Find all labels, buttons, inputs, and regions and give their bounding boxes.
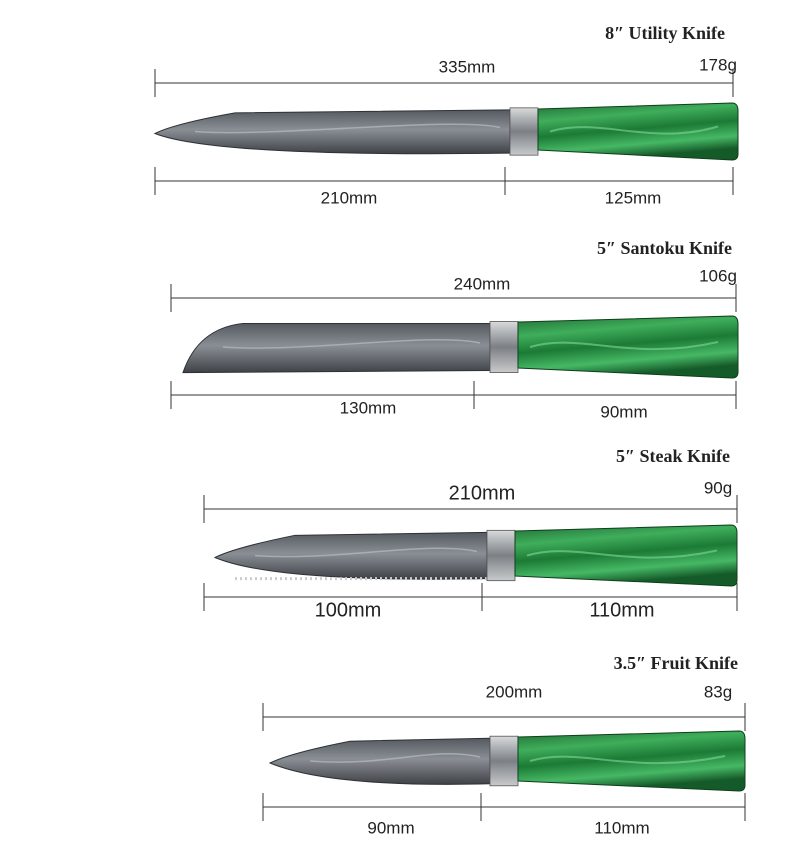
blade-length: 100mm bbox=[315, 599, 382, 621]
knife-title: 5″ Santoku Knife bbox=[597, 238, 732, 258]
handle-length: 110mm bbox=[589, 599, 654, 621]
blade bbox=[182, 322, 491, 374]
blade-pattern bbox=[194, 123, 501, 134]
blade bbox=[268, 737, 491, 785]
blade-pattern bbox=[309, 753, 481, 763]
handle-length: 90mm bbox=[600, 402, 647, 421]
blade bbox=[153, 109, 511, 155]
handle-texture bbox=[526, 549, 718, 559]
total-length: 335mm bbox=[439, 57, 496, 76]
weight: 106g bbox=[699, 266, 737, 285]
blade-length: 130mm bbox=[340, 398, 397, 417]
handle-texture bbox=[529, 755, 726, 765]
bolster bbox=[489, 321, 519, 373]
knife-title: 8″ Utility Knife bbox=[605, 23, 725, 43]
blade-length: 210mm bbox=[321, 188, 378, 207]
blade-length: 90mm bbox=[367, 818, 414, 837]
bolster bbox=[509, 107, 539, 156]
weight: 83g bbox=[704, 682, 732, 701]
handle-length: 125mm bbox=[605, 188, 662, 207]
knife-title: 3.5″ Fruit Knife bbox=[614, 653, 738, 673]
handle-length: 110mm bbox=[594, 818, 649, 837]
handle bbox=[514, 524, 738, 587]
total-length: 200mm bbox=[486, 682, 543, 701]
total-length: 210mm bbox=[449, 482, 516, 504]
handle-texture bbox=[529, 341, 719, 351]
total-length: 240mm bbox=[454, 274, 511, 293]
handle bbox=[517, 730, 746, 792]
bolster bbox=[486, 529, 516, 582]
weight: 178g bbox=[699, 55, 737, 74]
weight: 90g bbox=[704, 478, 732, 497]
bolster bbox=[489, 735, 519, 787]
blade-pattern bbox=[222, 339, 481, 349]
blade-pattern bbox=[254, 547, 478, 558]
handle-texture bbox=[549, 125, 719, 135]
knife-title: 5″ Steak Knife bbox=[616, 446, 730, 466]
